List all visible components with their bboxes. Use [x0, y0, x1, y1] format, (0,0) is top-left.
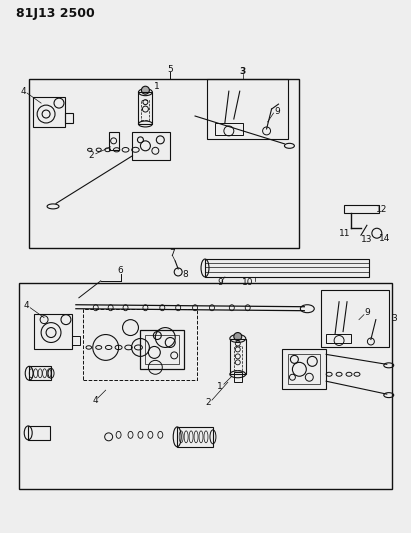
Text: 7: 7 [169, 248, 175, 257]
Text: 5: 5 [167, 65, 173, 74]
Bar [141, 329, 184, 369]
Bar [177, 427, 213, 447]
Bar [230, 338, 246, 374]
Bar [145, 335, 179, 365]
Bar [282, 350, 326, 389]
Text: 13: 13 [361, 235, 373, 244]
Bar [83, 309, 197, 380]
Text: 8: 8 [182, 270, 188, 279]
Text: 4: 4 [21, 87, 26, 96]
Bar [65, 113, 73, 123]
Text: 9: 9 [275, 107, 280, 116]
Bar [139, 92, 152, 124]
Text: 10: 10 [242, 278, 254, 287]
Bar [29, 79, 299, 248]
Bar [215, 123, 243, 135]
Bar [28, 426, 50, 440]
Text: 12: 12 [376, 205, 388, 214]
Bar [321, 290, 389, 348]
Text: 2: 2 [88, 151, 94, 160]
Text: 9: 9 [217, 278, 223, 287]
Bar [326, 334, 351, 343]
Bar [207, 79, 289, 139]
Text: 3: 3 [240, 67, 246, 76]
Text: 4: 4 [23, 301, 29, 310]
Text: 9: 9 [364, 308, 370, 317]
Bar [109, 132, 119, 150]
Bar [234, 372, 242, 382]
Text: 3: 3 [391, 314, 397, 323]
Bar [19, 283, 392, 489]
Text: 2: 2 [205, 398, 211, 407]
Bar [141, 100, 149, 120]
Text: 1: 1 [217, 382, 223, 391]
Bar [132, 132, 170, 160]
Circle shape [141, 86, 149, 94]
Text: 14: 14 [379, 233, 390, 243]
Text: 6: 6 [118, 266, 123, 276]
Bar [33, 97, 65, 127]
Bar [344, 205, 379, 213]
Bar [29, 366, 51, 380]
Bar [205, 259, 369, 277]
Text: 11: 11 [339, 229, 351, 238]
Text: 4: 4 [93, 395, 99, 405]
Bar [72, 336, 80, 345]
Bar [289, 354, 320, 384]
Bar [234, 346, 242, 370]
Circle shape [234, 333, 242, 341]
Text: 81J13 2500: 81J13 2500 [16, 7, 95, 20]
Bar [34, 314, 72, 350]
Text: 1: 1 [155, 82, 160, 91]
